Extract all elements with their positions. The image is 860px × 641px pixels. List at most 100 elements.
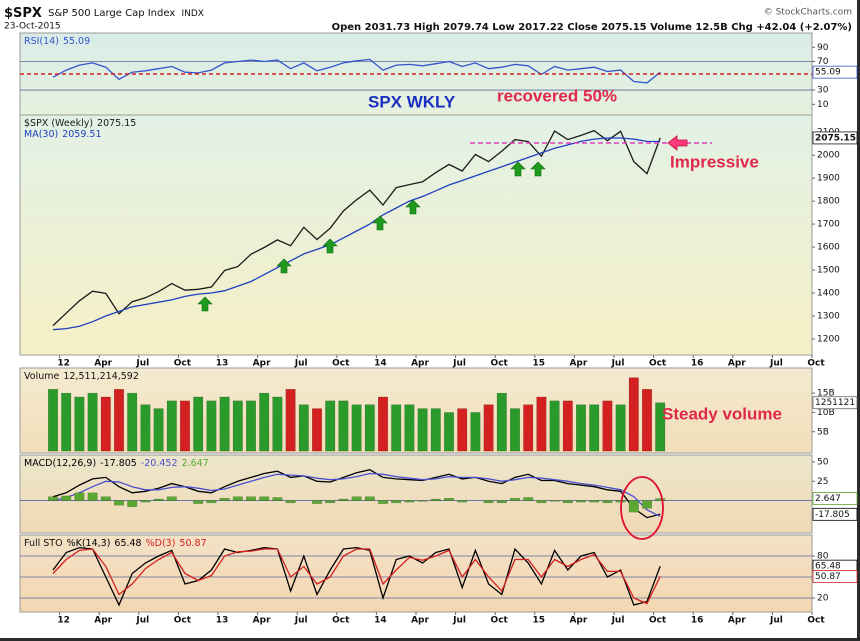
value-tag-box	[812, 131, 858, 145]
x-tick-label: Oct	[332, 616, 350, 626]
exchange: INDX	[181, 9, 203, 19]
legend-value: -17.805	[100, 458, 137, 469]
y-tick-label: 1400	[817, 288, 840, 298]
bar	[615, 404, 626, 452]
x-tick-label: 15	[533, 359, 546, 369]
annotation: recovered 50%	[497, 86, 617, 105]
legend: RSI(14) 55.09	[24, 36, 90, 47]
bar	[219, 396, 230, 452]
index-name: S&P 500 Large Cap Index	[48, 8, 175, 19]
x-tick-label: Apr	[94, 359, 112, 369]
bar	[536, 500, 547, 504]
bar	[536, 396, 547, 452]
y-tick-label: 1900	[817, 174, 840, 184]
legend-name: MACD(12,26,9)	[24, 458, 96, 469]
bar	[430, 408, 441, 452]
y-tick-label: 1200	[817, 334, 840, 344]
bar	[589, 500, 600, 503]
x-tick-label: Apr	[411, 359, 429, 369]
value-tag-box	[812, 569, 858, 583]
bar	[417, 500, 428, 502]
frame-edge	[857, 0, 860, 641]
line	[52, 548, 661, 605]
bar	[272, 497, 283, 501]
bar	[61, 495, 72, 501]
legend-name: Volume	[24, 371, 59, 382]
bar	[259, 496, 270, 501]
value-tag: 65.48	[815, 562, 841, 572]
y-tick-label: 70	[817, 57, 829, 67]
y-tick-label: 25	[817, 477, 828, 487]
x-tick-label: Jul	[611, 616, 625, 626]
value-tag-box	[812, 396, 858, 410]
bar	[153, 498, 164, 501]
y-tick-label: 1300	[817, 311, 840, 321]
bar	[549, 500, 560, 502]
line	[52, 58, 661, 84]
bar	[325, 400, 336, 452]
bar	[602, 400, 613, 452]
annotation: Impressive	[670, 152, 759, 171]
bar	[153, 408, 164, 452]
panel	[19, 534, 813, 613]
bar	[298, 404, 309, 452]
legend-label: Full STO	[24, 538, 63, 549]
panels: 10 30 50 70 90 55.09 RSI(14) 55.09 1200 1300 1400 1…	[19, 32, 858, 626]
bar	[602, 500, 613, 504]
legend-name: %K(14,3)	[67, 538, 111, 549]
bar	[444, 412, 454, 452]
value-tag: -17.805	[815, 510, 850, 520]
legend: $SPX (Weekly) 2075.15	[24, 118, 136, 129]
x-tick-label: Apr	[94, 616, 112, 626]
bar	[114, 500, 124, 506]
header: $SPX S&P 500 Large Cap Index INDX	[4, 6, 204, 21]
panel	[19, 114, 813, 356]
bar	[259, 392, 270, 452]
bar	[312, 500, 322, 504]
x-tick-label: Jul	[135, 359, 149, 369]
legend-value: 55.09	[63, 36, 90, 47]
x-tick-label: Apr	[728, 616, 746, 626]
legend-value: 65.48	[114, 538, 141, 549]
value-tag: 1251121	[815, 398, 855, 408]
bar	[140, 500, 151, 503]
x-tick-label: Jul	[769, 359, 783, 369]
bar	[338, 400, 349, 452]
x-tick-label: 14	[374, 616, 387, 626]
up-arrow	[197, 296, 213, 312]
x-tick-label: 13	[216, 616, 229, 626]
bar	[48, 389, 58, 452]
bar	[510, 408, 520, 452]
y-tick-label: 10B	[817, 408, 835, 418]
date: 23-Oct-2015	[4, 22, 61, 32]
bar	[338, 498, 349, 501]
line	[52, 137, 661, 331]
legend-name: %D(3)	[146, 538, 176, 549]
y-tick-label: 80	[817, 552, 829, 562]
bar	[430, 498, 441, 501]
value-tag-box	[812, 492, 858, 505]
legend-name: RSI(14)	[24, 36, 59, 47]
bar	[325, 500, 336, 504]
up-arrow	[530, 161, 546, 177]
annotation-arrow	[667, 135, 688, 151]
bar	[127, 500, 138, 507]
value-tag: 2.647	[815, 494, 841, 504]
bar	[496, 500, 507, 504]
y-tick-label: 5B	[817, 427, 829, 437]
annotation: Steady volume	[662, 404, 782, 423]
bar	[483, 404, 494, 452]
bar	[48, 496, 58, 501]
bar	[87, 492, 98, 501]
panel	[19, 367, 813, 454]
y-tick-label: 50	[817, 457, 829, 467]
y-tick-label: 90	[817, 43, 829, 53]
x-tick-label: Oct	[491, 616, 509, 626]
x-tick-label: Jul	[452, 616, 466, 626]
bar	[100, 396, 111, 452]
bar	[470, 412, 481, 452]
bar	[74, 396, 85, 452]
bar	[457, 408, 468, 452]
bar	[206, 500, 217, 504]
